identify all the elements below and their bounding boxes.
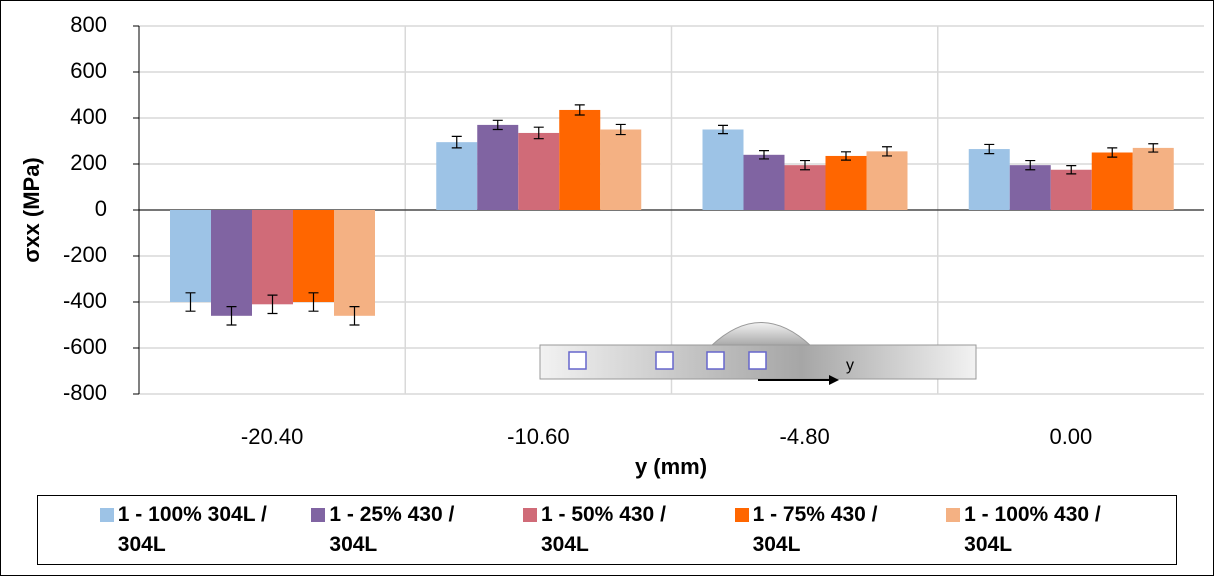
legend-label: 1 - 25% 430 / 304L	[329, 503, 455, 556]
bar	[477, 124, 519, 210]
bar	[293, 210, 334, 302]
error-bar	[267, 294, 278, 315]
sample-box	[568, 351, 587, 370]
bar	[784, 165, 826, 210]
error-bar	[533, 126, 544, 140]
error-bar	[185, 292, 196, 312]
error-bar	[718, 124, 728, 135]
legend-item: 1 - 50% 430 / 304L	[522, 500, 691, 560]
error-bar	[349, 306, 360, 326]
legend-label: 1 - 50% 430 / 304L	[540, 503, 666, 556]
y-tick-label: 800	[70, 12, 107, 37]
legend-item: 1 - 100% 304L / 304L	[99, 500, 268, 560]
bar	[1091, 152, 1133, 210]
error-bar	[226, 306, 237, 326]
bar	[334, 210, 375, 316]
bar	[600, 129, 642, 210]
error-bar	[451, 135, 462, 149]
bar	[559, 109, 601, 210]
bar	[1132, 147, 1174, 210]
weld-bead	[709, 322, 813, 347]
error-bar	[492, 119, 503, 131]
y-tick-label: -200	[63, 242, 107, 267]
error-bar	[759, 150, 769, 160]
legend-label: 1 - 100% 304L / 304L	[117, 503, 267, 556]
legend-swatch	[522, 508, 537, 522]
legend-item: 1 - 100% 430 / 304L	[946, 500, 1114, 560]
error-bar	[574, 104, 585, 116]
y-tick-label: 200	[70, 150, 107, 175]
legend-label: 1 - 75% 430 / 304L	[752, 503, 878, 556]
legend-swatch	[946, 508, 961, 522]
y-tick-label: -600	[63, 334, 107, 359]
bar	[825, 155, 867, 210]
y-tick-label: -400	[63, 288, 107, 313]
bar	[702, 129, 744, 210]
error-bar	[984, 143, 995, 155]
bar	[1009, 165, 1051, 210]
plot: σxx (MPa) y (mm) -800 -600 -400 -200 0 200 400…	[19, 12, 1204, 479]
legend: 1 - 100% 304L / 304L 1 - 25% 430 / 304L 1 …	[37, 495, 1177, 565]
sample-box	[655, 351, 674, 370]
bar	[252, 210, 293, 305]
bar	[436, 142, 478, 210]
error-bar	[1148, 143, 1159, 153]
legend-item: 1 - 75% 430 / 304L	[734, 500, 903, 560]
bar	[866, 151, 908, 210]
bar	[518, 132, 560, 210]
error-bar	[1066, 165, 1077, 175]
arrow-head	[829, 375, 839, 385]
error-bar	[841, 151, 851, 161]
y-axis-label: σxx (MPa)	[19, 157, 44, 263]
legend-label: 1 - 100% 430 / 304L	[964, 503, 1101, 556]
error-bar	[615, 123, 626, 136]
bar	[743, 154, 785, 210]
error-bar	[308, 292, 319, 312]
inset: y	[539, 322, 977, 385]
x-tick-label: 0.00	[1049, 424, 1092, 449]
y-tick-label: 600	[70, 58, 107, 83]
error-bar	[882, 146, 892, 157]
x-tick-label: -20.40	[241, 424, 303, 449]
legend-swatch	[99, 508, 114, 522]
error-bar	[1107, 147, 1118, 158]
bar	[968, 149, 1010, 210]
bar	[211, 210, 252, 316]
bar	[170, 210, 211, 302]
legend-swatch	[734, 508, 749, 522]
y-tick-label: -800	[63, 380, 107, 405]
error-bar	[1025, 159, 1036, 171]
bar	[1050, 169, 1092, 210]
sample-box	[706, 351, 725, 370]
inset-label: y	[846, 357, 854, 374]
x-tick-label: -4.80	[780, 424, 830, 449]
error-bar	[800, 159, 810, 171]
y-tick-label: 0	[95, 196, 107, 221]
legend-swatch	[311, 508, 326, 522]
legend-item: 1 - 25% 430 / 304L	[311, 500, 479, 560]
sample-box	[748, 351, 767, 370]
y-tick-label: 400	[70, 104, 107, 129]
x-axis-label: y (mm)	[635, 454, 707, 479]
x-tick-label: -10.60	[507, 424, 569, 449]
